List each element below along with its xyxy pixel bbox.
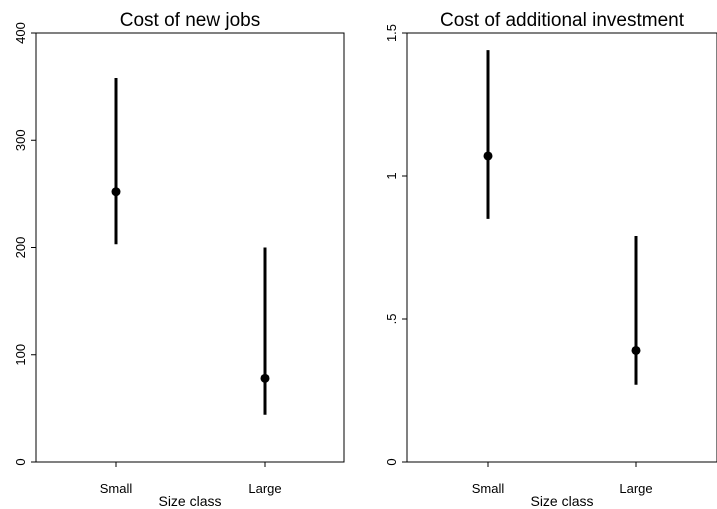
x-tick-label: Small xyxy=(472,481,505,496)
y-tick-label: 200 xyxy=(13,237,28,259)
chart-title: Cost of new jobs xyxy=(120,10,260,31)
y-tick-label: 0 xyxy=(384,458,399,465)
plot-frame xyxy=(406,32,717,463)
panel-cost-of-new-jobs: Cost of new jobs Size class 0 100 200 300 40… xyxy=(13,10,345,509)
x-axis-label: Size class xyxy=(530,493,593,509)
x-tick-label: Large xyxy=(248,481,281,496)
y-tick-label: .5 xyxy=(384,314,399,325)
point-estimate xyxy=(631,345,641,355)
y-tick-label: 1 xyxy=(384,172,399,179)
point-estimate xyxy=(260,373,270,383)
y-tick-label: 100 xyxy=(13,344,28,366)
x-axis-label: Size class xyxy=(158,493,221,509)
plot-frame xyxy=(35,32,345,463)
point-estimate xyxy=(111,187,121,197)
y-tick-label: 1.5 xyxy=(384,24,399,42)
x-tick-label: Small xyxy=(100,481,133,496)
y-tick-label: 300 xyxy=(13,129,28,151)
y-tick-label: 0 xyxy=(13,458,28,465)
x-tick-label: Large xyxy=(619,481,652,496)
chart-title: Cost of additional investment xyxy=(440,10,685,31)
y-tick-label: 400 xyxy=(13,22,28,44)
panel-cost-of-additional-investment: Cost of additional investment Size class… xyxy=(384,10,717,509)
point-estimate xyxy=(483,151,493,161)
